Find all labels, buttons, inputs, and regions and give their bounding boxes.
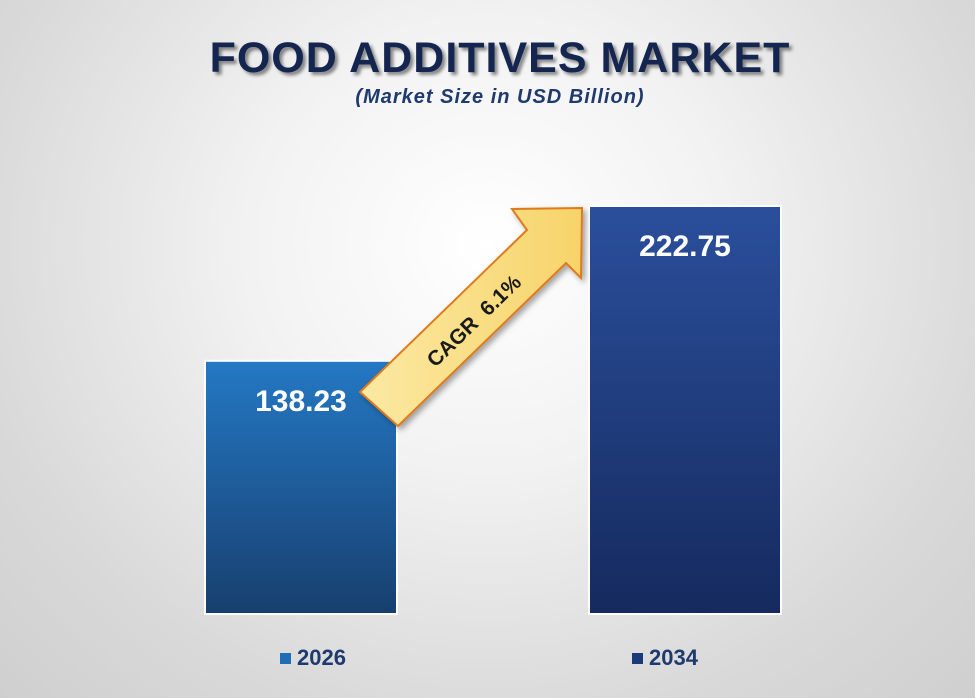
- cagr-arrow: [358, 206, 584, 428]
- legend-label-2026: 2026: [297, 645, 346, 670]
- bar-2026: [204, 359, 398, 615]
- legend-swatch-2034: [632, 652, 643, 664]
- chart-subtitle: (Market Size in USD Billion): [355, 86, 645, 108]
- data-label-2026: 138.23: [255, 385, 347, 418]
- legend-label-2034: 2034: [649, 645, 698, 670]
- data-label-2034: 222.75: [639, 230, 731, 263]
- legend-item-2026: 2026: [280, 645, 346, 671]
- bar-2034: [588, 205, 782, 615]
- legend-swatch-2026: [280, 652, 291, 664]
- legend-item-2034: 2034: [632, 645, 698, 671]
- chart-title: FOOD ADDITIVES MARKET: [209, 34, 791, 82]
